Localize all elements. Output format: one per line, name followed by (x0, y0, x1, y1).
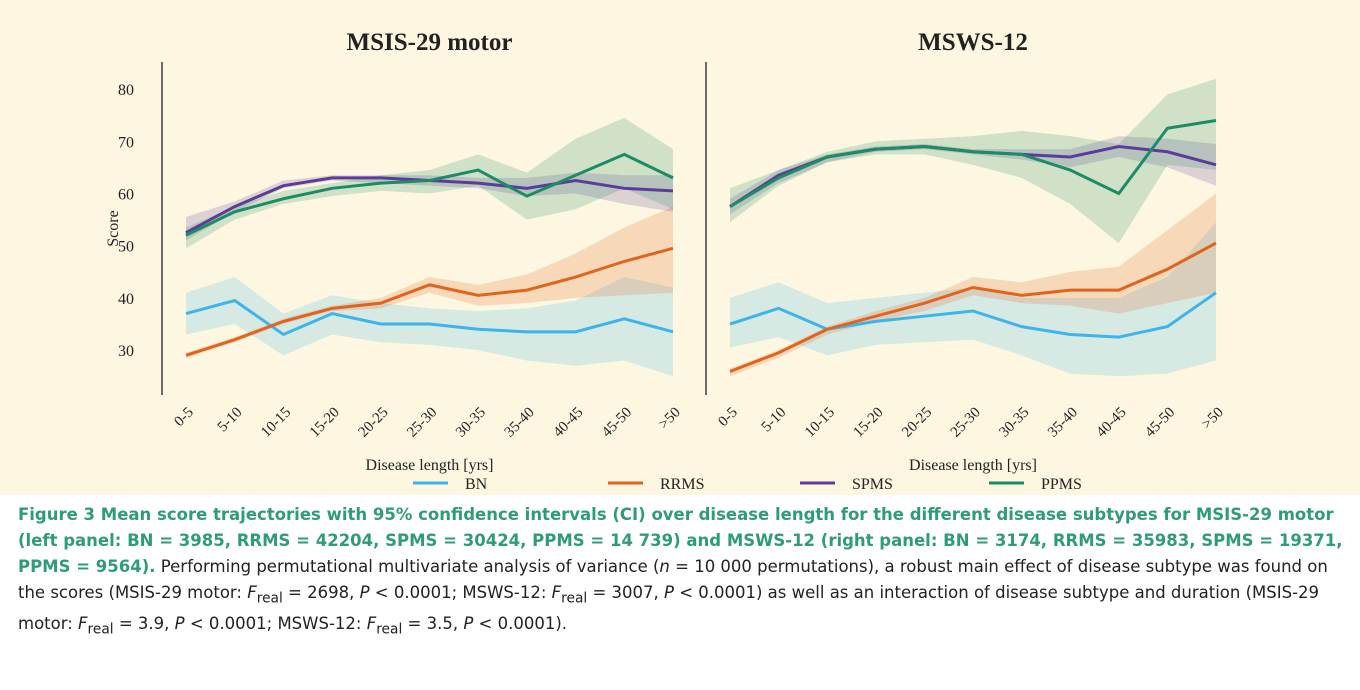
legend-label: SPMS (852, 476, 893, 493)
ci-band (730, 222, 1216, 377)
caption-text: F (366, 614, 377, 634)
chart-title: MSWS-12 (918, 29, 1028, 56)
x-axis-label: Disease length [yrs] (366, 457, 494, 474)
ci-band (186, 117, 673, 249)
legend-label: BN (465, 476, 488, 493)
y-axis-label: Score (105, 210, 122, 246)
caption-text: < 0.0001). (473, 614, 568, 634)
caption-text: real (561, 590, 588, 607)
caption-text: F (551, 583, 562, 602)
caption-text: = 10 000 permutations), a robust main ef… (18, 557, 1328, 602)
y-tick-label: 30 (118, 343, 134, 360)
y-tick-label: 70 (118, 134, 134, 151)
caption-heading: Figure 3 Mean score trajectories with 95… (18, 505, 1343, 576)
ci-band (730, 78, 1216, 244)
caption-text: < 0.0001) as well as an interaction of d… (18, 583, 1320, 634)
caption-text: P (174, 614, 185, 634)
caption-text: Performing permutational multivariate an… (160, 557, 660, 576)
caption-text: = 2698, (282, 583, 360, 602)
ci-band (730, 136, 1216, 215)
series-line (729, 291, 1217, 339)
series-line (729, 118, 1217, 208)
caption-text: real (87, 621, 114, 638)
y-tick-label: 80 (118, 82, 134, 99)
caption-text: n (659, 557, 670, 576)
series-line (185, 246, 674, 357)
ci-band (730, 193, 1216, 377)
x-axis-label: Disease length [yrs] (909, 457, 1037, 474)
y-tick-label: 60 (118, 187, 134, 204)
series-line (185, 152, 674, 237)
caption-text: = 3007, (587, 583, 664, 602)
caption-text: < 0.0001; MSWS-12: (184, 614, 367, 634)
ci-band (186, 206, 673, 358)
caption-text: real (376, 621, 403, 638)
y-tick-label: 40 (118, 291, 134, 308)
caption: Figure 3 Mean score trajectories with 95… (18, 502, 1352, 643)
series-line (185, 298, 674, 337)
chart-title: MSIS-29 motor (347, 29, 513, 56)
caption-text: F (247, 583, 257, 602)
caption-text: = 3.9, (113, 614, 175, 634)
caption-text: P (359, 583, 370, 602)
caption-text: real (256, 590, 283, 607)
ci-band (186, 172, 673, 241)
legend-label: PPMS (1041, 476, 1082, 493)
ci-band (186, 277, 673, 377)
caption-text: < 0.0001; MSWS-12: (369, 583, 552, 602)
figure-background (0, 0, 1360, 495)
legend-label: RRMS (660, 476, 704, 493)
y-tick-label: 50 (118, 239, 134, 256)
caption-text: P (463, 614, 474, 634)
caption-text: = 3.5, (402, 614, 464, 634)
caption-text: P (664, 583, 674, 602)
caption-text: F (78, 614, 88, 634)
series-line (729, 241, 1217, 373)
